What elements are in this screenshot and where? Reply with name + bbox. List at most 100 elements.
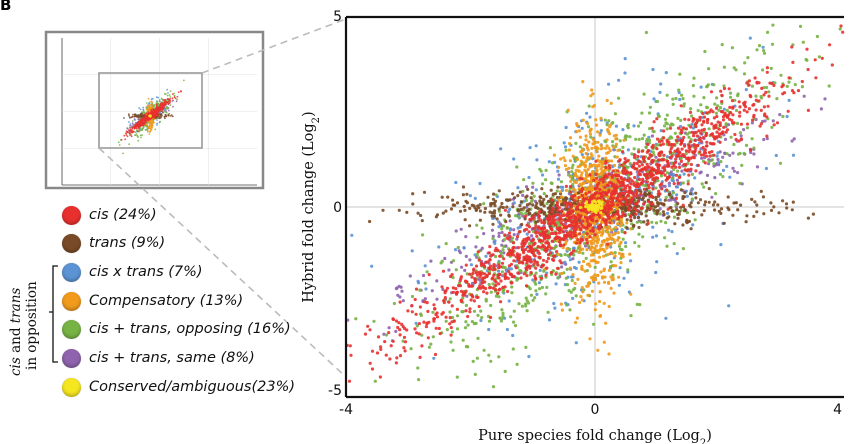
data-point [542,204,546,208]
data-point [593,222,597,226]
data-point [591,169,595,174]
data-point [559,157,563,161]
data-point [598,133,602,137]
data-point [654,186,658,190]
data-point [443,256,447,261]
data-point [802,94,806,98]
data-point [715,114,719,119]
data-point [472,322,476,326]
data-point [440,259,444,263]
data-point [618,184,622,188]
data-point [492,264,496,268]
data-point [766,30,770,34]
data-point [489,290,493,294]
data-point [523,217,527,221]
data-point [378,375,382,379]
inset-data-point [157,115,160,118]
data-point [542,192,546,196]
data-point [677,212,681,216]
data-point [507,267,511,271]
data-point [607,119,611,123]
data-point [607,304,611,309]
data-point [471,359,475,363]
data-point [534,266,538,270]
data-point [547,210,551,214]
data-point [603,118,607,122]
data-point [767,90,771,94]
inset-data-point [168,102,171,105]
data-point [513,196,517,200]
inset-data-point [171,115,174,118]
data-point [711,203,716,207]
data-point [556,169,560,173]
inset-data-point [165,107,168,110]
data-point [561,185,565,189]
data-point [461,185,466,189]
data-point [515,278,519,282]
data-point [597,230,601,234]
inset-data-point [167,109,170,112]
data-point [424,287,428,291]
data-point [559,253,563,258]
data-point [584,256,588,260]
data-point [531,298,535,302]
data-point [557,198,561,202]
data-point [454,292,459,296]
data-point [487,319,492,323]
data-point [562,156,566,160]
data-point [511,333,515,338]
inset-data-point [148,127,151,129]
data-point [497,282,501,286]
data-point [581,247,585,251]
data-point [806,216,811,220]
data-point [671,173,675,178]
data-point [586,284,590,288]
data-point [497,207,501,211]
data-point [515,165,519,169]
data-point [573,286,577,291]
data-point [394,287,398,291]
data-point [702,185,706,189]
data-point [590,245,594,249]
data-point [490,214,494,218]
data-point [468,194,472,198]
data-point [616,222,620,226]
data-point [515,362,519,366]
data-point [494,283,498,287]
data-point [462,204,466,209]
data-point [793,83,797,87]
data-point [465,192,469,196]
data-point [692,76,696,80]
data-point [417,378,421,382]
data-point [772,205,776,209]
data-point [785,114,789,119]
data-point [454,268,458,272]
data-point [505,226,509,230]
data-point [423,281,427,285]
data-point [519,269,523,273]
data-point [580,298,585,302]
inset-data-point [142,106,145,109]
data-point [640,111,644,115]
data-point [398,354,403,358]
data-point [427,273,431,277]
data-point [729,111,733,115]
data-point [493,267,497,271]
data-point [490,202,494,206]
data-point [626,268,630,272]
data-point [444,315,448,319]
data-point [435,213,440,217]
data-point [573,171,578,175]
data-point [550,161,555,165]
data-point [820,56,824,60]
data-point [564,196,568,200]
inset-data-point [145,112,148,115]
data-point [455,327,460,331]
data-point [600,243,604,247]
inset-data-point [149,127,152,130]
data-point [790,139,794,143]
data-point [541,258,546,262]
data-point [423,297,427,301]
data-point [411,192,415,196]
data-point [765,85,769,90]
